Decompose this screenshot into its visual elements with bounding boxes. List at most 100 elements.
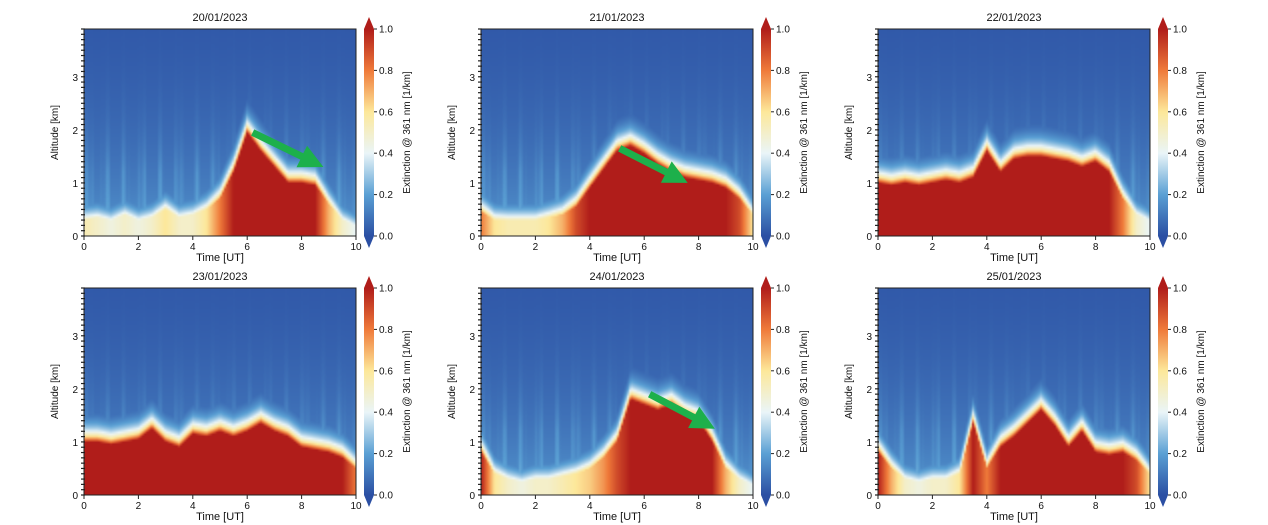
colorbar-tick-label: 1.0 [776, 25, 790, 36]
y-tick-label: 1 [469, 438, 475, 449]
y-axis-label: Altitude [km] [844, 105, 855, 160]
x-tick-label: 4 [984, 501, 990, 512]
colorbar [1158, 29, 1168, 236]
x-tick-label: 0 [81, 242, 87, 253]
x-tick-label: 10 [747, 501, 759, 512]
y-tick-label: 2 [469, 385, 475, 396]
x-tick-label: 10 [1144, 501, 1156, 512]
colorbar-tick-label: 0.4 [1173, 149, 1187, 160]
colorbar-tick-label: 0.6 [379, 366, 393, 377]
x-tick-label: 2 [136, 242, 142, 253]
colorbar-tick-label: 0.6 [1173, 107, 1187, 118]
y-tick-label: 3 [469, 332, 475, 343]
panel-6: 25/01/2023 0 2 4 6 8 10 Time [UT] 0 1 2 3 Altitude [… [844, 271, 1207, 523]
y-tick-label: 3 [469, 73, 475, 84]
colorbar-label: Extinction @ 361 nm [1/km] [1196, 71, 1207, 194]
colorbar-tick-label: 0.8 [776, 325, 790, 336]
panel-title: 25/01/2023 [986, 271, 1041, 283]
colorbar-tick-label: 0.4 [379, 149, 393, 160]
x-tick-label: 2 [533, 501, 539, 512]
colorbar-tick-label: 1.0 [379, 284, 393, 295]
colorbar-label: Extinction @ 361 nm [1/km] [799, 71, 810, 194]
colorbar-tick-label: 0.6 [776, 107, 790, 118]
plot-frame [877, 28, 1151, 237]
x-tick-label: 8 [1093, 242, 1099, 253]
colorbar-tick-label: 0.2 [379, 190, 393, 201]
panel-5: 24/01/2023 0 2 4 6 8 10 Time [UT] 0 1 2 3 Altitude [… [447, 271, 810, 523]
colorbar-tick-label: 0.2 [776, 449, 790, 460]
x-tick-label: 8 [299, 242, 305, 253]
x-tick-label: 4 [587, 242, 593, 253]
x-tick-label: 6 [244, 501, 250, 512]
y-axis-label: Altitude [km] [844, 364, 855, 419]
colorbar-min-extend [1158, 495, 1168, 507]
colorbar-min-extend [761, 236, 771, 248]
panel-title: 21/01/2023 [589, 12, 644, 24]
heatmap-field [878, 29, 1150, 236]
colorbar-max-extend [364, 17, 374, 29]
colorbar-min-extend [364, 495, 374, 507]
x-tick-label: 8 [1093, 501, 1099, 512]
heatmap-field [878, 288, 1150, 495]
x-axis-label: Time [UT] [990, 511, 1038, 523]
y-tick-label: 2 [866, 385, 872, 396]
y-tick-label: 0 [866, 491, 872, 502]
colorbar-tick-label: 0.2 [379, 449, 393, 460]
colorbar-tick-label: 0.0 [379, 232, 393, 243]
x-tick-label: 2 [930, 242, 936, 253]
plot-frame [480, 287, 754, 496]
colorbar-tick-label: 0.0 [379, 491, 393, 502]
colorbar-tick-label: 0.4 [1173, 408, 1187, 419]
colorbar-max-extend [1158, 276, 1168, 288]
x-tick-label: 0 [875, 242, 881, 253]
x-axis-label: Time [UT] [196, 511, 244, 523]
x-tick-label: 2 [930, 501, 936, 512]
y-tick-label: 3 [72, 332, 78, 343]
x-tick-label: 2 [136, 501, 142, 512]
y-tick-label: 2 [72, 126, 78, 137]
x-axis-label: Time [UT] [593, 511, 641, 523]
colorbar-tick-label: 1.0 [1173, 284, 1187, 295]
y-tick-label: 0 [469, 232, 475, 243]
x-tick-label: 8 [696, 501, 702, 512]
y-tick-label: 1 [72, 179, 78, 190]
colorbar-tick-label: 0.2 [1173, 190, 1187, 201]
y-tick-label: 1 [72, 438, 78, 449]
colorbar-label: Extinction @ 361 nm [1/km] [1196, 330, 1207, 453]
x-tick-label: 8 [696, 242, 702, 253]
y-axis-label: Altitude [km] [447, 105, 458, 160]
panel-title: 23/01/2023 [192, 271, 247, 283]
colorbar-tick-label: 0.8 [379, 325, 393, 336]
x-tick-label: 6 [1038, 501, 1044, 512]
colorbar-max-extend [1158, 17, 1168, 29]
panel-title: 20/01/2023 [192, 12, 247, 24]
y-tick-label: 1 [469, 179, 475, 190]
panel-3: 22/01/2023 0 2 4 6 8 10 Time [UT] 0 1 2 3 Altitude [… [844, 12, 1207, 264]
colorbar-tick-label: 1.0 [776, 284, 790, 295]
x-axis-label: Time [UT] [593, 252, 641, 264]
colorbar-label: Extinction @ 361 nm [1/km] [799, 330, 810, 453]
y-tick-label: 2 [72, 385, 78, 396]
y-tick-label: 0 [866, 232, 872, 243]
panel-title: 24/01/2023 [589, 271, 644, 283]
colorbar-label: Extinction @ 361 nm [1/km] [402, 71, 413, 194]
colorbar-tick-label: 0.0 [1173, 232, 1187, 243]
x-tick-label: 10 [747, 242, 759, 253]
x-tick-label: 0 [875, 501, 881, 512]
x-tick-label: 10 [350, 501, 362, 512]
x-tick-label: 4 [190, 501, 196, 512]
colorbar-min-extend [761, 495, 771, 507]
y-tick-label: 0 [469, 491, 475, 502]
colorbar-tick-label: 0.4 [776, 408, 790, 419]
colorbar-tick-label: 0.6 [1173, 366, 1187, 377]
colorbar-tick-label: 1.0 [1173, 25, 1187, 36]
colorbar [364, 29, 374, 236]
colorbar-tick-label: 0.0 [776, 491, 790, 502]
green-arrow-annotation [648, 391, 715, 429]
colorbar-min-extend [1158, 236, 1168, 248]
y-tick-label: 2 [469, 126, 475, 137]
plot-frame [83, 287, 357, 496]
x-tick-label: 2 [533, 242, 539, 253]
x-tick-label: 6 [244, 242, 250, 253]
y-tick-label: 3 [72, 73, 78, 84]
